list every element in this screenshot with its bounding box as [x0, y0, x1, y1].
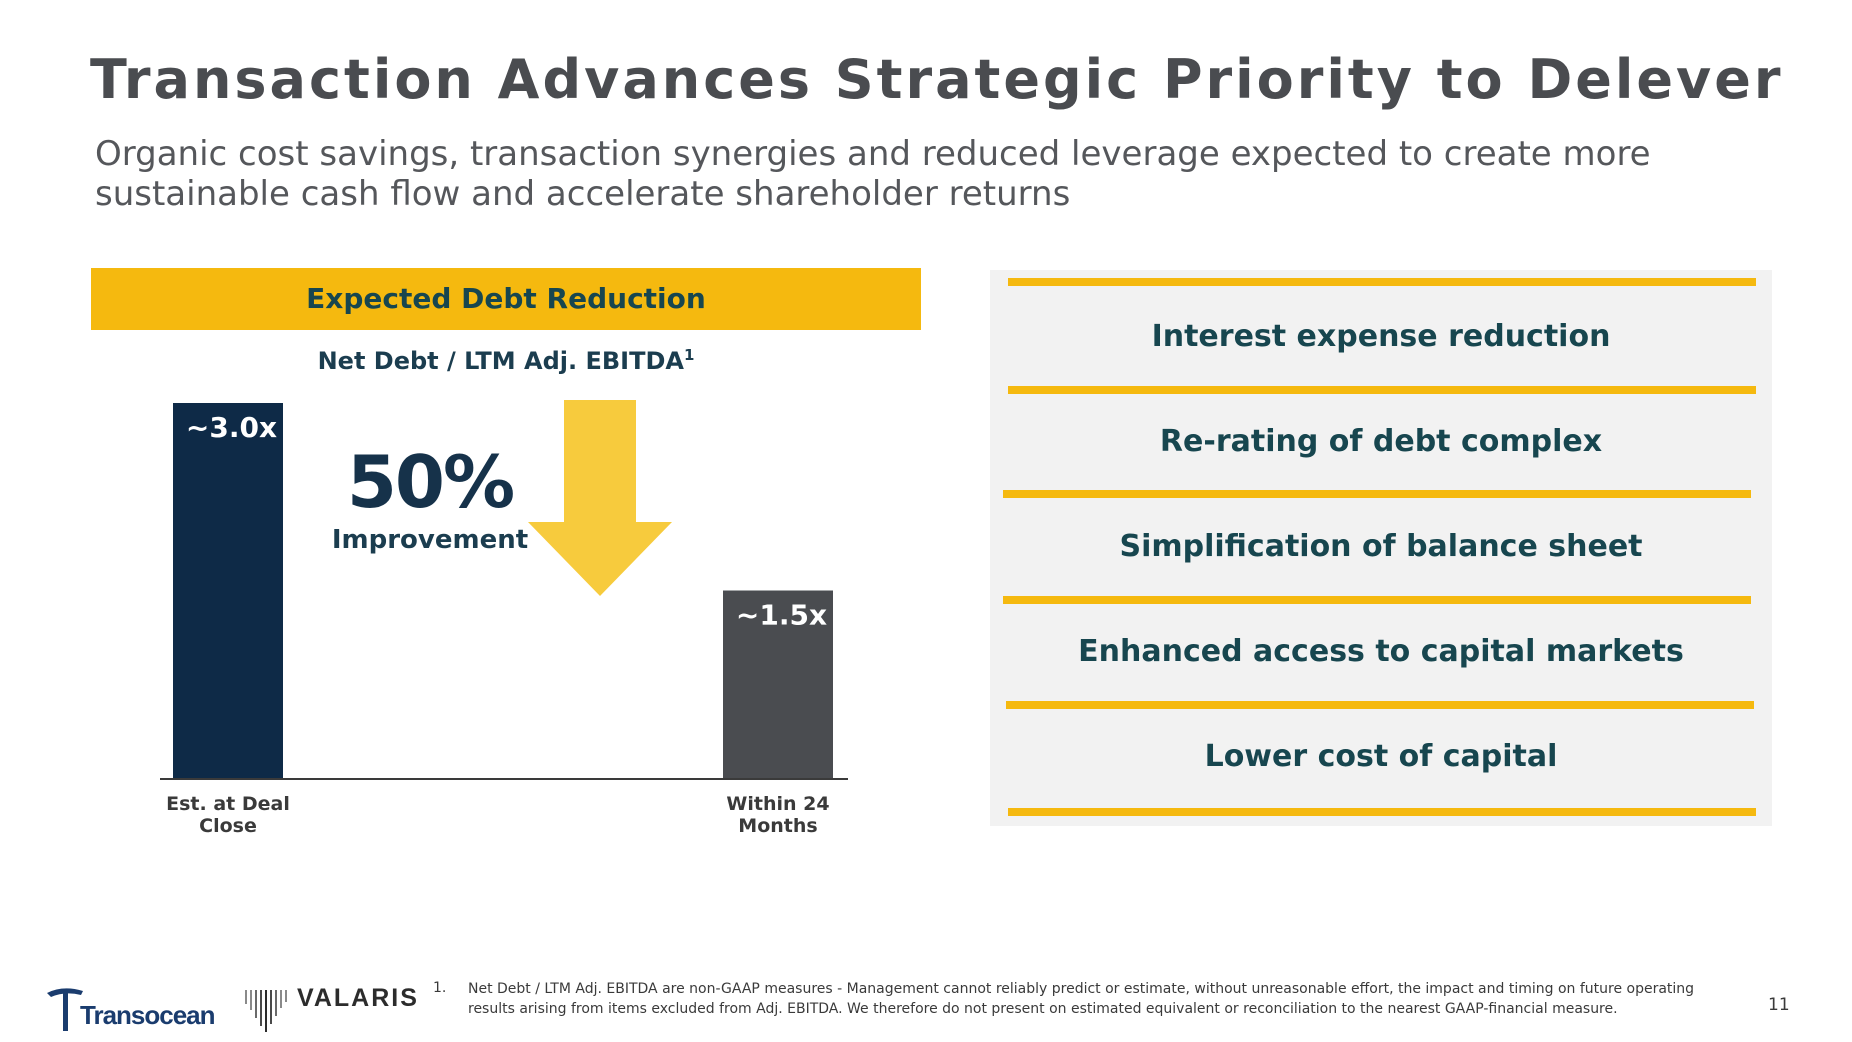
benefit-item: Re-rating of debt complex — [1159, 424, 1603, 459]
benefit-item: Lower cost of capital — [1204, 739, 1558, 774]
debt-reduction-banner: Expected Debt Reduction — [91, 268, 921, 330]
footnote-number: 1. — [433, 980, 447, 996]
transocean-logo-icon — [47, 988, 83, 1031]
page-title: Transaction Advances Strategic Priority … — [90, 48, 1784, 111]
chart-title-footnote-marker: 1 — [683, 346, 695, 364]
benefit-item: Interest expense reduction — [1151, 319, 1611, 354]
benefit-item: Simplification of balance sheet — [1119, 529, 1643, 564]
bar — [723, 590, 833, 778]
x-tick-label: Est. at Deal — [166, 793, 290, 815]
x-tick-label: Close — [199, 815, 257, 837]
x-tick-label: Within 24 — [726, 793, 829, 815]
footnote-text: Net Debt / LTM Adj. EBITDA are non-GAAP … — [468, 981, 1695, 1017]
divider — [1008, 808, 1756, 816]
down-arrow-icon — [528, 400, 672, 596]
bar — [173, 403, 283, 778]
benefit-item: Enhanced access to capital markets — [1078, 634, 1684, 669]
divider — [1003, 596, 1751, 604]
page-number: 11 — [1768, 995, 1790, 1015]
divider — [1006, 701, 1754, 709]
divider — [1008, 278, 1756, 286]
valaris-logo: VALARIS — [297, 984, 419, 1012]
valaris-logo-icon — [245, 990, 287, 1032]
improvement-value: 50% — [346, 440, 515, 524]
divider — [1008, 386, 1756, 394]
bar-data-label: ~1.5x — [736, 599, 827, 632]
x-tick-label: Months — [738, 815, 817, 837]
divider — [1003, 490, 1751, 498]
benefits-panel — [990, 270, 1772, 826]
transocean-logo: Transocean — [80, 1000, 216, 1030]
page-subtitle: Organic cost savings, transaction synerg… — [95, 134, 1651, 214]
improvement-label: Improvement — [331, 525, 529, 555]
chart-title: Net Debt / LTM Adj. EBITDA1 — [91, 346, 921, 375]
chart-title-text: Net Debt / LTM Adj. EBITDA — [317, 347, 684, 375]
bar-data-label: ~3.0x — [186, 411, 277, 444]
